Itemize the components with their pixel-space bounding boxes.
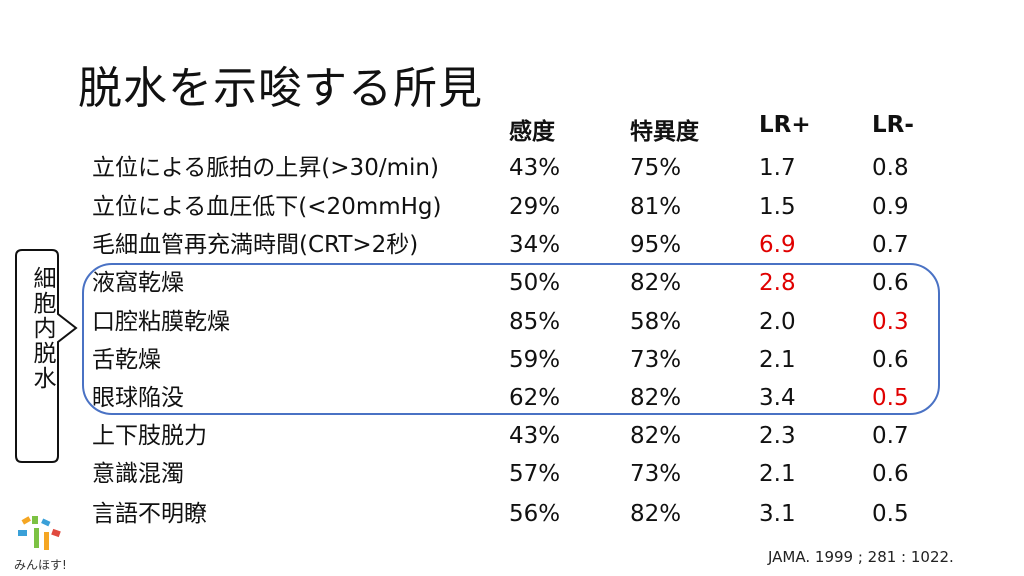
lr-negative-cell: 0.8 [872, 155, 909, 181]
table-row: 立位による血圧低下(<20mmHg) 29% 81% 1.5 0.9 [0, 188, 1024, 226]
lr-positive-cell: 2.1 [759, 461, 796, 487]
table-row: 舌乾燥 59% 73% 2.1 0.6 [0, 341, 1024, 379]
group-callout-bracket [15, 249, 78, 463]
table-row: 立位による脈拍の上昇(>30/min) 43% 75% 1.7 0.8 [0, 149, 1024, 187]
lr-negative-cell: 0.7 [872, 232, 909, 258]
specificity-cell: 82% [630, 423, 682, 449]
specificity-cell: 73% [630, 347, 682, 373]
lr-negative-cell: 0.3 [872, 309, 909, 335]
lr-negative-cell: 0.6 [872, 270, 909, 296]
lr-negative-cell: 0.5 [872, 501, 909, 527]
sensitivity-cell: 29% [509, 194, 561, 220]
specificity-cell: 82% [630, 270, 682, 296]
lr-positive-cell: 2.3 [759, 423, 796, 449]
sensitivity-cell: 57% [509, 461, 561, 487]
sensitivity-cell: 43% [509, 423, 561, 449]
lr-positive-cell: 3.4 [759, 385, 796, 411]
finding-cell: 口腔粘膜乾燥 [92, 309, 230, 335]
header-lr-negative: LR- [872, 112, 914, 138]
table-row: 言語不明瞭 56% 82% 3.1 0.5 [0, 495, 1024, 533]
table-row: 毛細血管再充満時間(CRT>2秒) 34% 95% 6.9 0.7 [0, 226, 1024, 264]
table-row: 口腔粘膜乾燥 85% 58% 2.0 0.3 [0, 303, 1024, 341]
finding-cell: 舌乾燥 [92, 347, 161, 373]
finding-cell: 意識混濁 [92, 461, 184, 487]
slide-title: 脱水を示唆する所見 [78, 63, 483, 114]
specificity-cell: 73% [630, 461, 682, 487]
specificity-cell: 95% [630, 232, 682, 258]
finding-cell: 立位による脈拍の上昇(>30/min) [92, 155, 439, 181]
finding-cell: 毛細血管再充満時間(CRT>2秒) [92, 232, 419, 258]
specificity-cell: 82% [630, 501, 682, 527]
lr-positive-cell: 2.1 [759, 347, 796, 373]
finding-cell: 言語不明瞭 [92, 501, 207, 527]
lr-negative-cell: 0.6 [872, 347, 909, 373]
table-row: 意識混濁 57% 73% 2.1 0.6 [0, 455, 1024, 493]
logo-icon [18, 516, 61, 550]
header-sensitivity: 感度 [509, 119, 555, 145]
lr-negative-cell: 0.6 [872, 461, 909, 487]
lr-positive-cell: 2.0 [759, 309, 796, 335]
sensitivity-cell: 85% [509, 309, 561, 335]
specificity-cell: 82% [630, 385, 682, 411]
sensitivity-cell: 34% [509, 232, 561, 258]
lr-positive-cell: 6.9 [759, 232, 796, 258]
sensitivity-cell: 62% [509, 385, 561, 411]
finding-cell: 立位による血圧低下(<20mmHg) [92, 194, 442, 220]
lr-negative-cell: 0.5 [872, 385, 909, 411]
citation-source: JAMA. 1999 ; 281 : 1022. [768, 548, 954, 566]
group-label: 細胞内脱水 [29, 266, 55, 391]
sensitivity-cell: 56% [509, 501, 561, 527]
specificity-cell: 75% [630, 155, 682, 181]
header-lr-positive: LR+ [759, 112, 811, 138]
lr-positive-cell: 1.5 [759, 194, 796, 220]
lr-positive-cell: 1.7 [759, 155, 796, 181]
sensitivity-cell: 50% [509, 270, 561, 296]
logo-text: みんほす! [14, 558, 67, 572]
specificity-cell: 58% [630, 309, 682, 335]
table-row: 上下肢脱力 43% 82% 2.3 0.7 [0, 417, 1024, 455]
intracellular-group-outline [82, 263, 940, 415]
lr-positive-cell: 2.8 [759, 270, 796, 296]
lr-positive-cell: 3.1 [759, 501, 796, 527]
lr-negative-cell: 0.9 [872, 194, 909, 220]
finding-cell: 上下肢脱力 [92, 423, 207, 449]
sensitivity-cell: 43% [509, 155, 561, 181]
specificity-cell: 81% [630, 194, 682, 220]
sensitivity-cell: 59% [509, 347, 561, 373]
lr-negative-cell: 0.7 [872, 423, 909, 449]
header-specificity: 特異度 [630, 119, 699, 145]
